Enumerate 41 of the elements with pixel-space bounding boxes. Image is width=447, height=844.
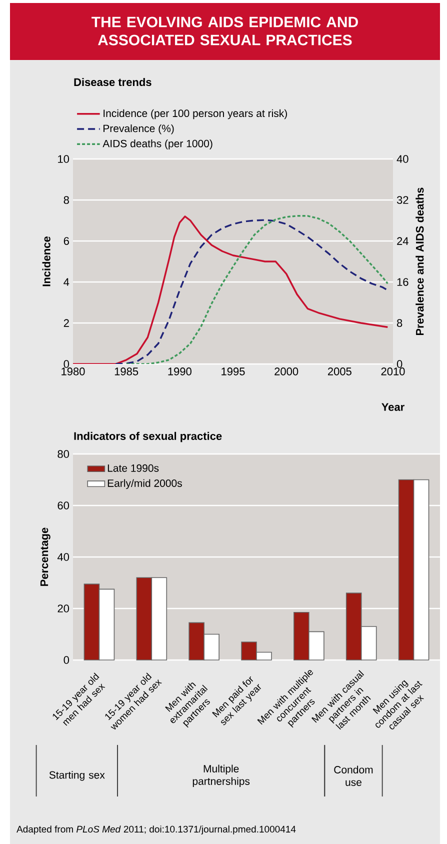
y-tick-label: 10: [58, 155, 70, 163]
y-tick-label: 8: [64, 196, 69, 204]
y-tick-label: 40: [57, 553, 70, 561]
legend-label: Late 1990s: [108, 464, 159, 472]
text: Starting sex: [49, 770, 105, 781]
y2-tick-label: 16: [397, 278, 408, 286]
legend-label: AIDS deaths (per 1000): [102, 140, 212, 150]
chart-title: THE EVOLVING AIDS EPIDEMIC AND ASSOCIATED SEXUAL PRACTICES: [92, 16, 358, 46]
x-tick-label: 1980: [62, 368, 85, 376]
legend-label: Early/mid 2000s: [108, 479, 182, 490]
y2-axis-title: Prevalence and AIDS deaths: [416, 188, 424, 336]
y-tick-label: 6: [64, 237, 69, 245]
y-tick-label: 2: [64, 319, 69, 327]
y-axis-title: Percentage: [40, 528, 50, 586]
y-tick-label: 0: [64, 656, 70, 664]
x-tick-label: 1985: [114, 368, 138, 376]
y-tick-label: 20: [58, 604, 70, 612]
chart-title: Indicators of sexual practice: [74, 432, 222, 442]
y2-tick-label: 40: [396, 155, 408, 163]
x-tick-label: 2000: [274, 368, 298, 376]
y2-tick-label: 32: [396, 196, 408, 204]
line-series: [72, 216, 389, 364]
x-tick-label: 1990: [168, 368, 192, 376]
y-tick-label: 4: [64, 278, 70, 286]
x-tick-label: 2010: [381, 368, 405, 376]
x-tick-label: 2005: [328, 368, 352, 376]
y2-tick-label: 8: [396, 319, 402, 327]
y2-tick-label: 0: [396, 360, 402, 368]
text: Adapted from PLoS Med 2011; doi:10.1371/journal.pmed.1000414: [16, 826, 296, 834]
y2-tick-label: 24: [397, 237, 408, 245]
y-tick-label: 80: [58, 450, 70, 458]
y-axis-title: Incidence: [42, 236, 50, 286]
y-tick-label: 60: [58, 502, 70, 510]
text: Condom use: [334, 766, 373, 786]
y-tick-label: 0: [64, 360, 70, 368]
text: Multiple partnerships: [192, 764, 250, 788]
chart-subtitle: Disease trends: [74, 78, 152, 86]
x-axis-title: Year: [382, 403, 404, 411]
x-tick-label: 1995: [222, 368, 245, 376]
legend-label: Prevalence (%): [104, 124, 174, 134]
legend-label: Incidence (per 100 person years at risk): [104, 109, 287, 120]
